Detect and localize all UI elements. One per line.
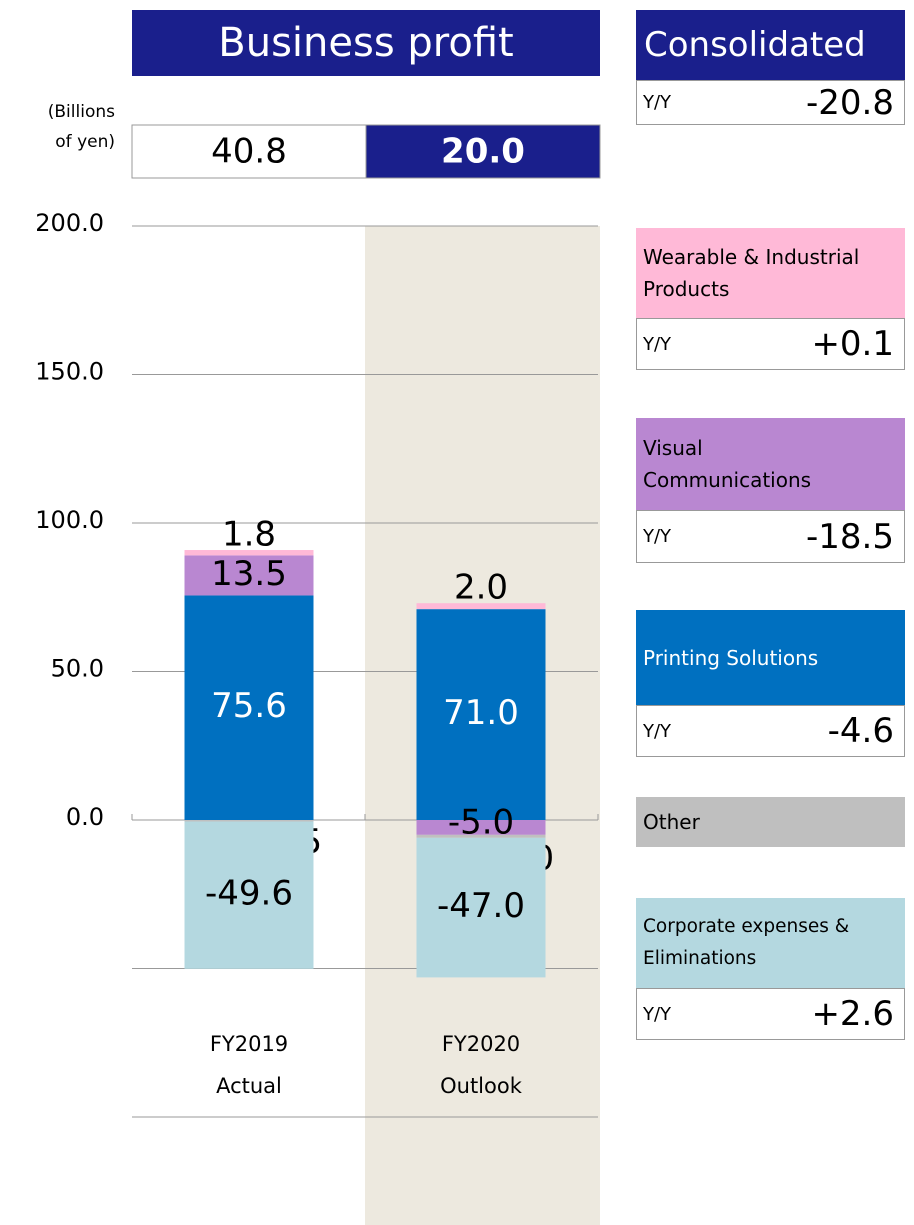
bar-segment bbox=[184, 820, 314, 822]
bar-segment bbox=[416, 834, 546, 838]
x-tick-label: FY2019 Actual bbox=[210, 1032, 288, 1098]
yoy-key: Y/Y bbox=[643, 720, 672, 742]
x-tick-label: FY2020 Outlook bbox=[440, 1032, 523, 1098]
total-box bbox=[131, 124, 367, 179]
bar-segment bbox=[184, 555, 314, 596]
legend-entry: Printing Solutions bbox=[636, 610, 905, 705]
chart-title: Business profit bbox=[218, 20, 513, 66]
bar-segment bbox=[184, 595, 314, 820]
yoy-row: Y/Y -20.8 bbox=[636, 80, 905, 125]
title-box bbox=[132, 10, 600, 76]
legend-entry: Wearable & Industrial Products bbox=[636, 228, 905, 318]
y-tick-label: 200.0 bbox=[35, 209, 104, 237]
consolidated-box: Consolidated bbox=[636, 10, 905, 80]
data-label: 2.0 bbox=[454, 568, 508, 608]
total-box bbox=[365, 124, 601, 179]
yoy-key: Y/Y bbox=[643, 1003, 672, 1025]
data-label: 13.5 bbox=[211, 554, 287, 594]
y-tick-label: 50.0 bbox=[51, 655, 104, 683]
total-label: 20.0 bbox=[441, 132, 525, 172]
yoy-value: +0.1 bbox=[811, 324, 894, 364]
y-tick-label: 100.0 bbox=[35, 506, 104, 534]
bar-segment bbox=[416, 820, 546, 835]
bar-segment bbox=[416, 837, 546, 978]
yoy-value: -20.8 bbox=[806, 82, 894, 123]
legend-entry: Corporate expenses & Eliminations bbox=[636, 898, 905, 988]
y-tick-label: 150.0 bbox=[35, 358, 104, 386]
yoy-row: Y/Y +0.1 bbox=[636, 318, 905, 370]
yoy-key: Y/Y bbox=[643, 92, 672, 113]
legend-label: Visual Communications bbox=[643, 436, 812, 492]
legend-label: Printing Solutions bbox=[643, 645, 819, 670]
bar-segment bbox=[184, 821, 314, 969]
yoy-key: Y/Y bbox=[643, 526, 672, 547]
yoy-row: Y/Y -4.6 bbox=[636, 705, 905, 757]
bar-segment bbox=[416, 609, 546, 820]
data-label: 75.6 bbox=[211, 686, 287, 726]
legend-entry: Visual Communications bbox=[636, 418, 905, 510]
yoy-value: +2.6 bbox=[811, 994, 894, 1034]
legend-label: Corporate expenses & Eliminations bbox=[643, 916, 850, 969]
legend-label: Wearable & Industrial Products bbox=[643, 245, 860, 301]
data-label: 71.0 bbox=[443, 693, 519, 733]
data-label: -47.0 bbox=[437, 886, 525, 926]
bar-segment bbox=[184, 550, 314, 556]
yoy-row: Y/Y -18.5 bbox=[636, 510, 905, 563]
legend-entry: Other bbox=[636, 797, 905, 847]
yoy-key: Y/Y bbox=[643, 333, 672, 355]
yoy-value: -18.5 bbox=[806, 516, 894, 557]
bar-segment bbox=[416, 603, 546, 610]
unit-label: (Billions of yen) bbox=[48, 102, 115, 152]
data-label: 1.8 bbox=[222, 515, 276, 555]
y-tick-label: 0.0 bbox=[66, 803, 104, 831]
legend-label: Other bbox=[643, 810, 700, 834]
total-label: 40.8 bbox=[211, 132, 287, 172]
data-label: -49.6 bbox=[205, 874, 293, 914]
yoy-value: -4.6 bbox=[827, 711, 894, 751]
yoy-row: Y/Y +2.6 bbox=[636, 988, 905, 1040]
